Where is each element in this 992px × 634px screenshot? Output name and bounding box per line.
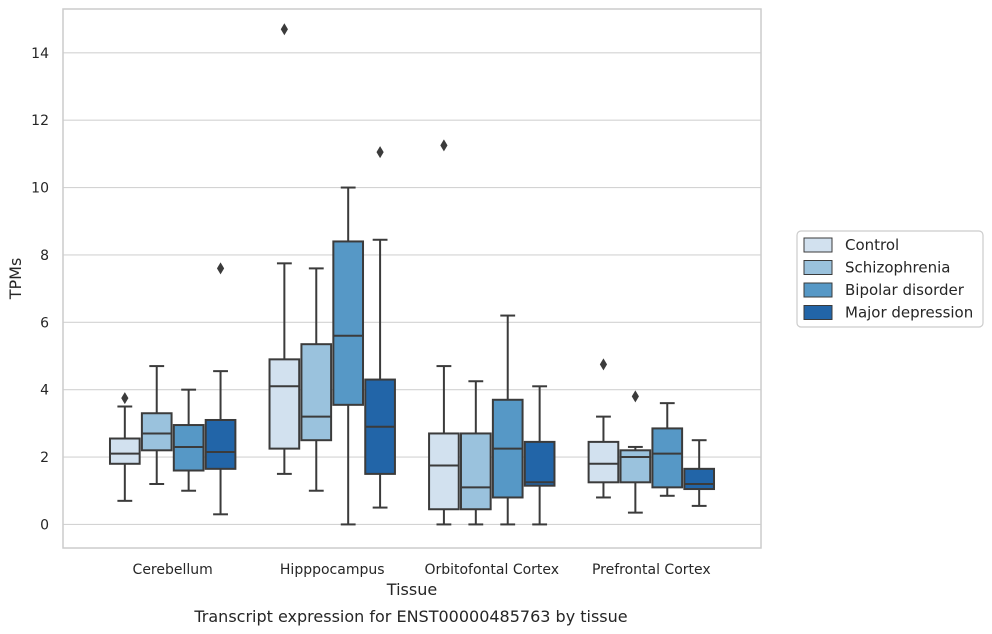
box-schizophrenia <box>459 380 492 526</box>
box-control <box>428 139 460 526</box>
box-body <box>619 449 652 484</box>
y-tick-label: 14 <box>31 46 49 62</box>
plot-frame <box>62 8 762 549</box>
box-schizophrenia <box>140 365 173 485</box>
outlier-point <box>440 139 448 152</box>
outlier-point <box>216 262 225 275</box>
x-tick-label: Prefrontal Cortex <box>592 562 711 578</box>
box-bipolar-disorder <box>332 186 365 526</box>
box-body <box>204 418 237 470</box>
box-body <box>651 427 684 489</box>
legend-label: Schizophrenia <box>845 259 950 277</box>
y-tick-label: 0 <box>40 517 49 533</box>
box-body <box>523 440 556 487</box>
box-body <box>459 432 492 511</box>
x-tick-label: Hipppocampus <box>280 562 385 578</box>
y-tick-label: 2 <box>40 450 49 466</box>
outlier-point <box>376 146 384 159</box>
box-schizophrenia <box>619 390 652 514</box>
y-tick-labels: 0 2 4 6 8 10 12 14 <box>31 46 49 534</box>
outlier-point <box>121 392 129 405</box>
box-plots <box>108 23 716 526</box>
box-body <box>332 240 365 406</box>
box-body <box>300 343 333 442</box>
legend-frame <box>796 230 984 328</box>
box-schizophrenia <box>300 267 333 492</box>
box-body <box>140 412 173 452</box>
legend-swatch <box>803 237 833 253</box>
y-tick-label: 6 <box>40 315 49 331</box>
x-tick-labels: Cerebellum Hipppocampus Orbitofontal Corte… <box>133 562 711 578</box>
legend-label: Major depression <box>845 304 973 322</box>
box-control <box>108 392 141 502</box>
x-tick-label: Orbitofontal Cortex <box>424 562 559 578</box>
box-control <box>587 358 620 499</box>
legend-label: Bipolar disorder <box>845 281 965 299</box>
box-major-depression <box>204 262 237 516</box>
legend-swatch <box>803 260 833 275</box>
box-body <box>683 467 716 491</box>
box-body <box>108 437 141 465</box>
box-control <box>268 23 301 475</box>
x-axis-label: Tissue <box>386 580 437 599</box>
y-axis-label: TPMs <box>6 258 25 301</box>
y-tick-label: 10 <box>31 181 49 197</box>
legend[interactable]: Control Schizophrenia Bipolar disorder Majo… <box>796 230 984 328</box>
box-body <box>587 440 620 484</box>
y-tick-label: 8 <box>40 248 49 264</box>
y-tick-label: 4 <box>40 383 49 399</box>
box-bipolar-disorder <box>651 402 684 497</box>
legend-swatch <box>803 305 833 320</box>
x-tick-label: Cerebellum <box>133 562 213 578</box>
outlier-point <box>599 358 608 371</box>
chart-caption: Transcript expression for ENST0000048576… <box>193 607 627 626</box>
legend-swatch <box>803 282 833 298</box>
box-body <box>428 432 460 511</box>
outlier-point <box>280 23 288 36</box>
outlier-point <box>631 390 639 403</box>
box-bipolar-disorder <box>172 388 205 492</box>
box-major-depression <box>364 146 396 509</box>
box-major-depression <box>523 385 556 526</box>
box-bipolar-disorder <box>491 314 524 526</box>
box-body <box>268 358 301 450</box>
box-major-depression <box>683 439 716 507</box>
legend-label: Control <box>845 236 899 254</box>
y-tick-label: 12 <box>31 113 49 129</box>
